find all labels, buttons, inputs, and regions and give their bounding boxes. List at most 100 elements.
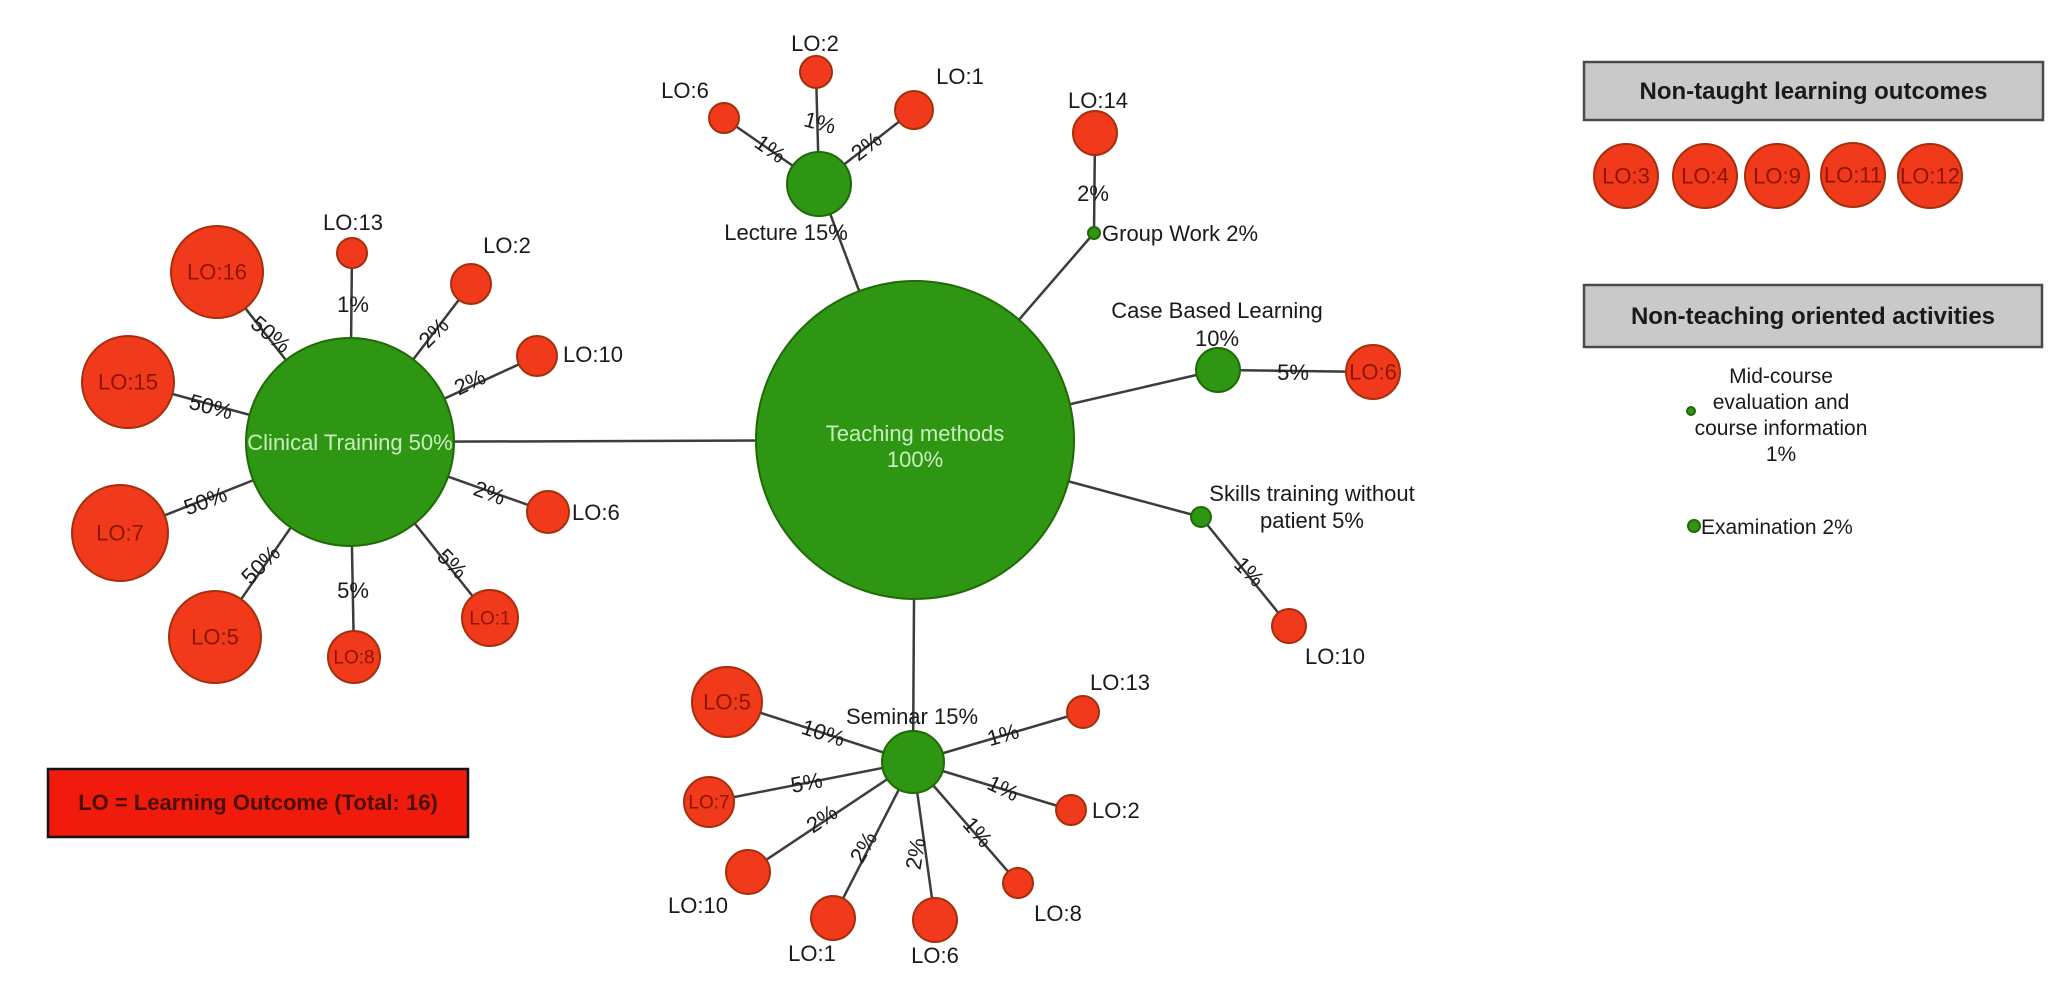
node-label-teaching-methods: Teaching methods xyxy=(826,421,1005,446)
node-label-nt-lo4: LO:4 xyxy=(1681,164,1729,189)
node-sem-lo1 xyxy=(810,895,856,941)
node-sem-lo6 xyxy=(912,897,958,943)
node-lec-lo1 xyxy=(894,90,934,130)
lo-legend-box xyxy=(46,767,470,839)
label: LO:2 xyxy=(791,31,839,56)
node-midcourse-dot xyxy=(1686,406,1696,416)
node-cbl-lo6 xyxy=(1345,344,1401,400)
node-lec-lo2 xyxy=(799,55,833,89)
label: LO:14 xyxy=(1068,88,1128,113)
lo-legend-box-title: LO = Learning Outcome (Total: 16) xyxy=(78,790,438,815)
label: 5% xyxy=(789,767,825,798)
node-nt-lo11 xyxy=(1820,142,1886,208)
label: Examination 2% xyxy=(1701,516,1853,539)
edge-line xyxy=(708,760,914,804)
label: 2% xyxy=(1077,181,1109,206)
label: course information xyxy=(1695,417,1868,440)
node-examination-dot xyxy=(1687,519,1701,533)
node-label-sem-lo5: LO:5 xyxy=(703,690,751,715)
node-label-ct-lo1: LO:1 xyxy=(469,609,510,630)
label: LO:1 xyxy=(936,64,984,89)
node-ct-lo8 xyxy=(327,630,381,684)
label: LO:2 xyxy=(483,233,531,258)
node-label-teaching-methods: 100% xyxy=(887,447,943,472)
label: 1% xyxy=(1766,443,1796,466)
node-sem-lo2 xyxy=(1055,794,1087,826)
node-ct-lo1 xyxy=(461,589,519,647)
node-label-nt-lo11: LO:11 xyxy=(1824,163,1882,188)
edge-line xyxy=(747,760,914,874)
label: 1% xyxy=(958,812,998,852)
label: LO:6 xyxy=(661,78,709,103)
label: LO:1 xyxy=(788,941,836,966)
label: 1% xyxy=(750,129,790,168)
label: 1% xyxy=(984,718,1021,751)
node-case-based-learning xyxy=(1195,347,1241,393)
label: 5% xyxy=(1277,360,1309,385)
label: evaluation and xyxy=(1713,391,1850,414)
label: 2% xyxy=(846,126,886,165)
node-ct-lo10 xyxy=(516,335,558,377)
label: LO:6 xyxy=(572,500,620,525)
node-label-nt-lo9: LO:9 xyxy=(1753,164,1801,189)
node-label-ct-lo5: LO:5 xyxy=(191,625,239,650)
label: Lecture 15% xyxy=(724,220,848,245)
node-sem-lo7 xyxy=(683,776,735,828)
node-sem-lo5 xyxy=(691,666,763,738)
node-ct-lo13 xyxy=(336,237,368,269)
node-sem-lo13 xyxy=(1066,695,1100,729)
node-ct-lo6 xyxy=(526,490,570,534)
node-nt-lo12 xyxy=(1897,143,1963,209)
node-label-clinical-training: Clinical Training 50% xyxy=(247,430,452,455)
label: Case Based Learning xyxy=(1111,298,1323,323)
node-sem-lo10 xyxy=(725,849,771,895)
non-taught-title-box-title: Non-taught learning outcomes xyxy=(1640,78,1988,105)
label: LO:13 xyxy=(1090,670,1150,695)
label: 1% xyxy=(337,292,369,317)
node-gw-lo14 xyxy=(1072,110,1118,156)
node-label-ct-lo15: LO:15 xyxy=(98,370,158,395)
node-label-ct-lo8: LO:8 xyxy=(333,648,374,669)
node-sk-lo10 xyxy=(1271,608,1307,644)
label: 2% xyxy=(470,476,508,510)
node-ct-lo16 xyxy=(170,225,264,319)
label: 2% xyxy=(901,836,931,872)
label: 50% xyxy=(180,482,230,521)
node-sem-lo8 xyxy=(1002,867,1034,899)
node-skills-training xyxy=(1190,506,1212,528)
label: LO:10 xyxy=(668,893,728,918)
label: LO:10 xyxy=(563,342,623,367)
node-label-sem-lo7: LO:7 xyxy=(688,793,729,814)
label: 10% xyxy=(1195,326,1239,351)
label: patient 5% xyxy=(1260,508,1364,533)
node-ct-lo7 xyxy=(71,484,169,582)
label: 5% xyxy=(337,578,369,603)
non-teaching-title-box xyxy=(1582,283,2044,349)
label: Skills training without xyxy=(1209,481,1414,506)
node-group-work xyxy=(1087,226,1101,240)
node-label-cbl-lo6: LO:6 xyxy=(1349,360,1397,385)
label: 1% xyxy=(801,107,838,139)
label: 2% xyxy=(414,313,454,353)
label: LO:10 xyxy=(1305,644,1365,669)
edge-line xyxy=(1200,516,1290,627)
label: 1% xyxy=(983,770,1022,806)
label: 50% xyxy=(186,389,235,425)
node-label-ct-lo16: LO:16 xyxy=(187,260,247,285)
non-taught-title-box xyxy=(1582,60,2045,122)
node-label-nt-lo3: LO:3 xyxy=(1602,164,1650,189)
label: LO:8 xyxy=(1034,901,1082,926)
node-label-ct-lo7: LO:7 xyxy=(96,521,144,546)
node-nt-lo9 xyxy=(1744,143,1810,209)
node-lecture xyxy=(786,151,852,217)
label: 10% xyxy=(799,714,849,751)
node-clinical-training xyxy=(245,337,455,547)
non-teaching-title-box-title: Non-teaching oriented activities xyxy=(1631,303,1995,330)
node-nt-lo4 xyxy=(1672,143,1738,209)
node-teaching-methods xyxy=(755,280,1075,600)
node-lec-lo6 xyxy=(708,102,740,134)
label: LO:6 xyxy=(911,943,959,968)
node-nt-lo3 xyxy=(1593,143,1659,209)
